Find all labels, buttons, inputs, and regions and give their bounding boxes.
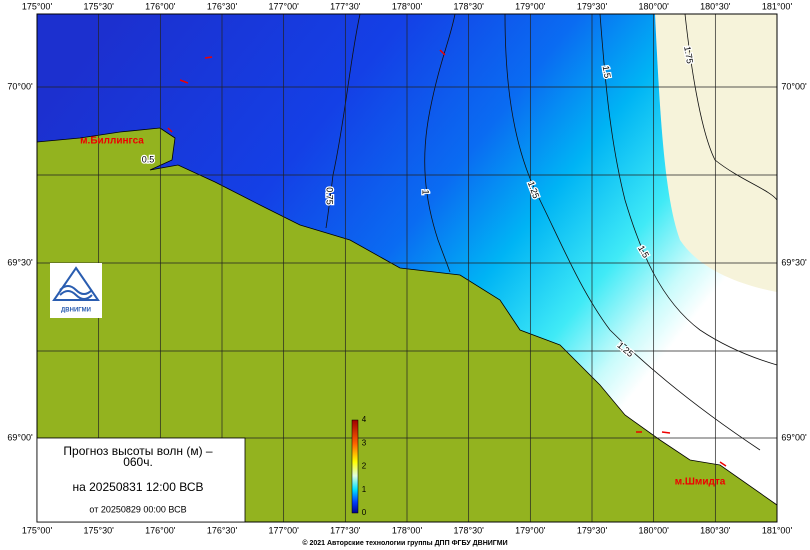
- legend-issued: от 20250829 00:00 ВСВ: [89, 504, 186, 514]
- place-name: м.Шмидта: [675, 477, 726, 488]
- lon-label-top: 177°00': [268, 1, 299, 11]
- contour: [684, 13, 778, 201]
- footer: © 2021 Авторские технологии группы ДПП Ф…: [302, 539, 507, 547]
- contour-label: 1.75: [682, 45, 695, 64]
- lon-label-bottom: 177°30': [330, 525, 361, 535]
- colorbar-tick-label: 3: [362, 438, 367, 447]
- lon-label-top: 177°30': [330, 1, 361, 11]
- colorbar-tick-label: 4: [362, 415, 367, 424]
- legend-valid: на 20250831 12:00 ВСВ: [73, 480, 204, 494]
- calm-zone: [655, 14, 777, 292]
- lon-label-bottom: 179°30': [577, 525, 608, 535]
- lat-label-right: 69°30': [781, 257, 807, 267]
- colorbar-tick-label: 1: [362, 485, 367, 494]
- lon-label-bottom: 177°00': [268, 525, 299, 535]
- logo: ДВНИГМИ: [50, 263, 102, 318]
- lon-label-top: 179°00': [515, 1, 546, 11]
- contour: [424, 13, 456, 273]
- lat-label-left: 69°00': [7, 432, 33, 442]
- lat-label-right: 69°00': [781, 432, 807, 442]
- lon-label-top: 180°00': [638, 1, 669, 11]
- legend-title: Прогноз высоты волн (м) –: [63, 444, 213, 458]
- colorbar-tick-label: 2: [362, 462, 367, 471]
- contour: [504, 13, 761, 451]
- lon-label-bottom: 176°30': [207, 525, 238, 535]
- lon-label-top: 175°30': [83, 1, 114, 11]
- colorbar-tick-label: 0: [362, 508, 367, 517]
- lon-label-bottom: 179°00': [515, 525, 546, 535]
- lon-label-bottom: 175°30': [83, 525, 114, 535]
- lon-label-top: 179°30': [577, 1, 608, 11]
- lon-label-top: 180°30': [700, 1, 731, 11]
- lon-label-top: 178°00': [392, 1, 423, 11]
- lon-label-bottom: 178°30': [453, 525, 484, 535]
- colorbar: [351, 419, 359, 514]
- lat-label-left: 70°00': [7, 81, 33, 91]
- map-frame: [36, 13, 778, 523]
- lon-label-bottom: 175°00': [22, 525, 53, 535]
- legend-box: Прогноз высоты волн (м) – 060ч. на 20250…: [36, 437, 246, 523]
- contour-label: 1: [421, 189, 431, 194]
- lon-label-bottom: 178°00': [392, 525, 423, 535]
- lon-label-top: 176°30': [207, 1, 238, 11]
- lon-label-bottom: 180°30': [700, 525, 731, 535]
- lon-label-top: 178°30': [453, 1, 484, 11]
- lon-label-bottom: 176°00': [145, 525, 176, 535]
- lat-label-right: 70°00': [781, 81, 807, 91]
- contour: [599, 13, 778, 366]
- legend-lead: 060ч.: [123, 455, 153, 469]
- place-name: м.Биллингса: [80, 136, 144, 147]
- contour-label: 1.5: [601, 65, 613, 79]
- lon-label-top: 176°00': [145, 1, 176, 11]
- logo-text: ДВНИГМИ: [61, 308, 91, 314]
- wave-arrows: [167, 49, 727, 467]
- lon-label-top: 181°00': [762, 1, 793, 11]
- lat-label-left: 69°30': [7, 257, 33, 267]
- contour-label: 0.5: [142, 154, 155, 164]
- lon-label-bottom: 181°00': [762, 525, 793, 535]
- contour-label: 0.75: [325, 187, 335, 205]
- lon-label-top: 175°00': [22, 1, 53, 11]
- contour: [325, 13, 361, 229]
- lon-label-bottom: 180°00': [638, 525, 669, 535]
